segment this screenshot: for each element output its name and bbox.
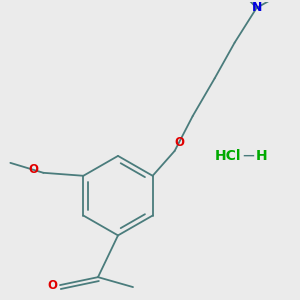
Text: −: − [241,147,255,165]
Text: HCl: HCl [215,149,241,163]
Text: O: O [175,136,184,149]
Text: N: N [251,1,262,14]
Text: H: H [256,149,268,163]
Text: O: O [28,163,38,176]
Text: O: O [47,279,57,292]
